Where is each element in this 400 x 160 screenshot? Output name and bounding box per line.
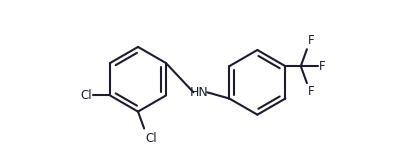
Text: F: F — [308, 34, 314, 47]
Text: HN: HN — [190, 86, 209, 99]
Text: F: F — [318, 60, 325, 73]
Text: F: F — [308, 85, 314, 98]
Text: Cl: Cl — [146, 132, 157, 145]
Text: Cl: Cl — [80, 89, 92, 102]
